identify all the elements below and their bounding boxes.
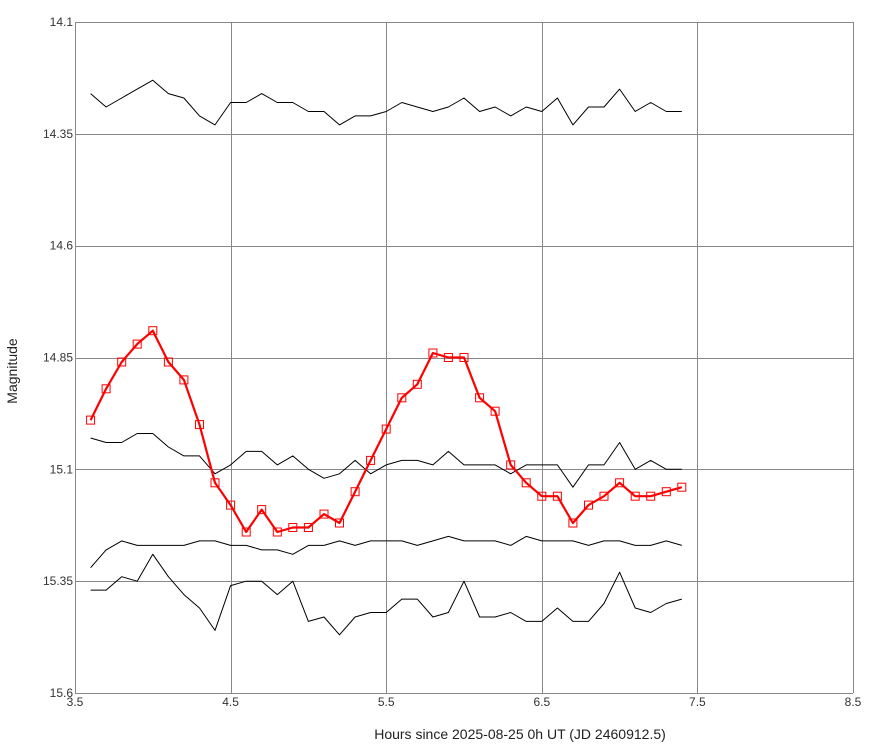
comparison-star-line	[90, 553, 682, 636]
target-star-line	[89, 329, 683, 534]
data-point-marker	[303, 523, 313, 532]
y-tick-label: 14.1	[50, 15, 74, 29]
data-point-marker	[319, 509, 329, 519]
x-tick-label: 4.5	[222, 695, 239, 709]
data-point-marker	[428, 348, 438, 358]
comparison-star-line	[90, 535, 682, 569]
data-point-marker	[257, 505, 267, 515]
data-point-marker	[630, 491, 640, 501]
data-point-marker	[584, 500, 593, 510]
y-tick-labels: 14.1 14.35 14.6 14.85 15.1 15.35 15.6	[43, 15, 73, 700]
data-point-marker	[521, 478, 531, 488]
data-point-marker	[350, 487, 360, 497]
data-point-marker	[537, 491, 547, 501]
data-point-marker	[443, 353, 453, 362]
data-point-marker	[381, 424, 391, 434]
y-tick-label: 14.6	[50, 239, 74, 253]
data-point-marker	[568, 518, 578, 528]
data-point-marker	[335, 518, 344, 528]
data-point-marker	[132, 339, 142, 349]
y-tick-label: 14.35	[43, 127, 73, 141]
x-tick-label: 5.5	[378, 695, 395, 709]
data-point-marker	[179, 375, 189, 385]
y-tick-label: 14.85	[43, 351, 73, 365]
data-point-marker	[475, 393, 485, 403]
data-point-marker	[148, 326, 158, 336]
data-point-marker	[397, 393, 407, 403]
x-axis-label: Hours since 2025-08-25 0h UT (JD 2460912…	[374, 726, 666, 742]
data-point-marker	[288, 523, 298, 532]
data-point-marker	[117, 357, 127, 367]
y-tick-label: 15.1	[50, 462, 74, 476]
y-tick-label: 15.6	[50, 686, 74, 700]
data-point-marker	[86, 415, 96, 425]
x-tick-label: 8.5	[845, 695, 862, 709]
x-tick-label: 6.5	[533, 695, 550, 709]
data-point-marker	[661, 487, 671, 497]
y-tick-label: 15.35	[43, 574, 73, 588]
data-point-marker	[490, 406, 500, 416]
data-point-marker	[412, 379, 422, 389]
data-point-marker	[677, 482, 687, 492]
data-point-marker	[506, 460, 516, 470]
data-point-marker	[366, 455, 376, 465]
data-point-marker	[241, 527, 251, 537]
data-point-marker	[101, 384, 111, 394]
x-tick-label: 7.5	[689, 695, 706, 709]
data-point-marker	[272, 527, 282, 537]
x-tick-labels: 3.5 4.5 5.5 6.5 7.5 8.5	[67, 695, 862, 709]
y-axis-label: Magnitude	[4, 338, 20, 404]
comparison-star-line	[90, 433, 682, 488]
data-point-marker	[195, 420, 204, 430]
data-point-marker	[552, 491, 562, 501]
x-tick-label: 3.5	[67, 695, 84, 709]
data-point-marker	[210, 478, 220, 488]
data-point-marker	[599, 491, 609, 501]
data-point-marker	[459, 353, 469, 362]
data-point-marker	[646, 491, 656, 501]
data-point-marker	[615, 478, 625, 488]
series-layer	[86, 79, 687, 636]
comparison-star-line	[90, 79, 682, 126]
data-point-marker	[226, 500, 236, 510]
data-point-marker	[163, 357, 173, 367]
